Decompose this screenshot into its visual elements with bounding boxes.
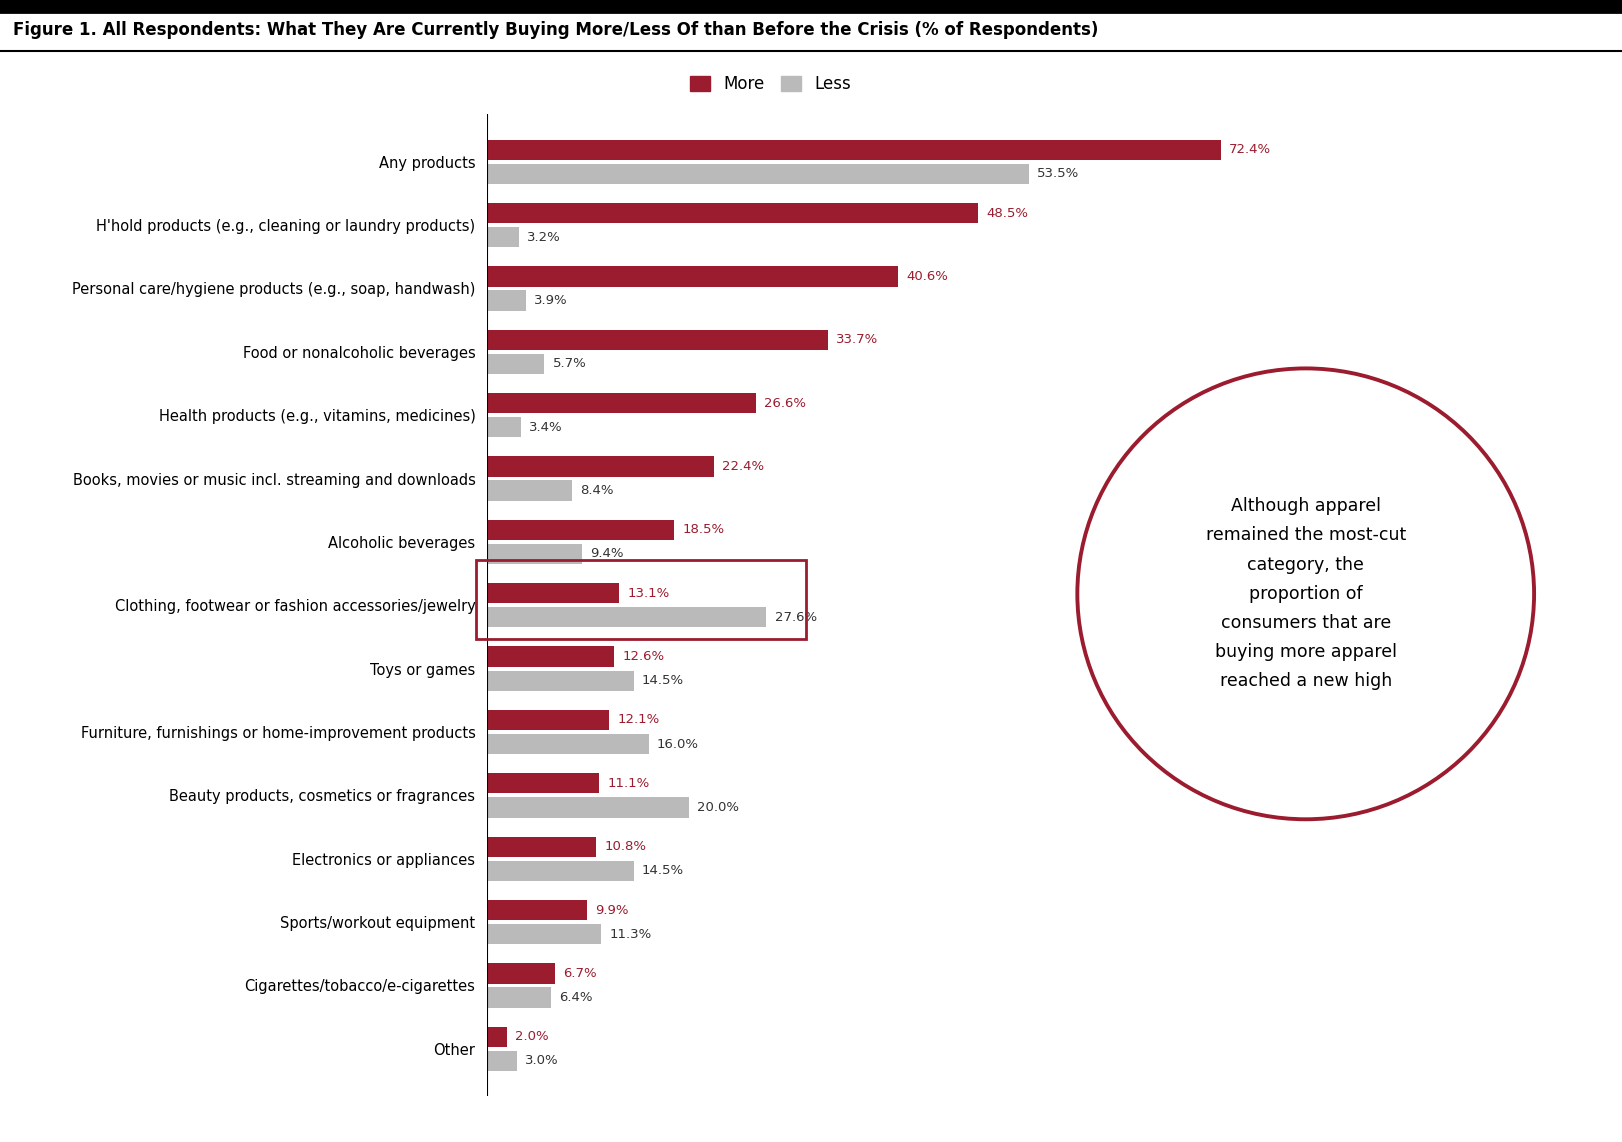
Bar xyxy=(487,988,551,1007)
Text: 26.6%: 26.6% xyxy=(764,396,806,410)
Text: 6.7%: 6.7% xyxy=(563,967,597,980)
Text: 8.4%: 8.4% xyxy=(581,484,613,497)
Bar xyxy=(487,520,675,540)
Bar xyxy=(487,900,587,920)
Bar xyxy=(487,393,756,413)
Text: 22.4%: 22.4% xyxy=(722,460,764,473)
Text: 2.0%: 2.0% xyxy=(516,1030,548,1044)
Text: 18.5%: 18.5% xyxy=(683,523,725,537)
Text: 14.5%: 14.5% xyxy=(642,674,684,687)
Bar xyxy=(487,646,615,667)
Bar xyxy=(487,1027,506,1047)
Bar xyxy=(487,163,1028,184)
Bar xyxy=(487,481,571,500)
Text: Figure 1. All Respondents: What They Are Currently Buying More/Less Of than Befo: Figure 1. All Respondents: What They Are… xyxy=(13,21,1098,39)
Bar xyxy=(487,924,602,944)
Bar xyxy=(487,457,714,476)
Bar xyxy=(487,797,689,818)
Bar xyxy=(487,330,829,349)
Text: 16.0%: 16.0% xyxy=(657,738,699,750)
Bar xyxy=(487,417,521,437)
Text: 9.4%: 9.4% xyxy=(590,547,623,561)
Text: 20.0%: 20.0% xyxy=(697,801,740,814)
Text: 13.1%: 13.1% xyxy=(628,587,670,600)
Text: 3.2%: 3.2% xyxy=(527,231,561,243)
Text: 12.6%: 12.6% xyxy=(623,650,665,664)
Text: 3.4%: 3.4% xyxy=(529,420,563,434)
Text: 6.4%: 6.4% xyxy=(560,991,594,1004)
Bar xyxy=(487,861,634,880)
Text: 33.7%: 33.7% xyxy=(837,333,879,346)
Bar xyxy=(487,773,599,794)
Bar xyxy=(487,203,978,223)
Text: 11.1%: 11.1% xyxy=(607,777,649,790)
Text: 40.6%: 40.6% xyxy=(907,270,949,283)
Bar xyxy=(487,544,582,564)
Text: 27.6%: 27.6% xyxy=(775,611,816,624)
Text: 48.5%: 48.5% xyxy=(986,207,1028,219)
Bar xyxy=(487,290,526,311)
Bar xyxy=(487,227,519,248)
Text: Although apparel
remained the most-cut
category, the
proportion of
consumers tha: Although apparel remained the most-cut c… xyxy=(1205,497,1406,691)
Bar xyxy=(487,734,649,754)
Text: 14.5%: 14.5% xyxy=(642,864,684,877)
Bar xyxy=(487,139,1221,160)
Bar xyxy=(487,608,766,627)
Text: 5.7%: 5.7% xyxy=(553,357,586,370)
Text: 53.5%: 53.5% xyxy=(1036,167,1079,180)
Text: 10.8%: 10.8% xyxy=(605,841,646,853)
Text: 12.1%: 12.1% xyxy=(618,714,660,726)
Bar xyxy=(487,837,597,856)
Text: 11.3%: 11.3% xyxy=(610,927,652,941)
Bar xyxy=(487,670,634,691)
Bar xyxy=(487,1051,517,1071)
Bar xyxy=(487,354,545,373)
Text: 3.0%: 3.0% xyxy=(526,1054,558,1068)
Text: 9.9%: 9.9% xyxy=(595,903,629,917)
Bar xyxy=(487,710,610,730)
Bar xyxy=(487,584,620,603)
Bar xyxy=(487,266,899,287)
Bar xyxy=(487,963,555,983)
Text: 3.9%: 3.9% xyxy=(534,293,568,307)
Legend: More, Less: More, Less xyxy=(683,69,858,99)
Text: 72.4%: 72.4% xyxy=(1229,143,1270,156)
